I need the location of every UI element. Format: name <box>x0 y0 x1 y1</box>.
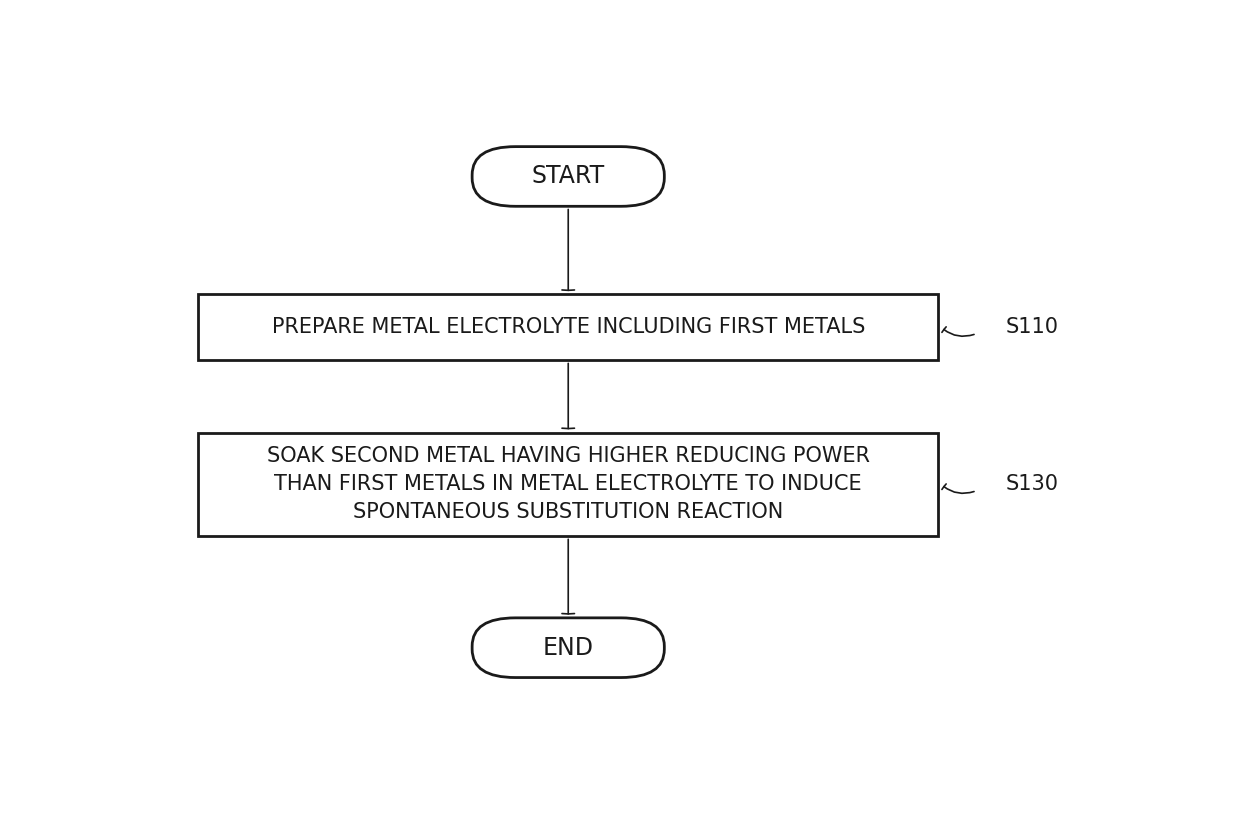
FancyBboxPatch shape <box>472 618 665 677</box>
Text: S110: S110 <box>1006 317 1059 337</box>
Text: SOAK SECOND METAL HAVING HIGHER REDUCING POWER
THAN FIRST METALS IN METAL ELECTR: SOAK SECOND METAL HAVING HIGHER REDUCING… <box>267 446 869 522</box>
FancyBboxPatch shape <box>198 432 939 536</box>
Text: START: START <box>532 165 605 188</box>
FancyBboxPatch shape <box>198 295 939 360</box>
Text: S130: S130 <box>1006 474 1059 494</box>
FancyBboxPatch shape <box>472 147 665 206</box>
Text: END: END <box>543 636 594 659</box>
Text: PREPARE METAL ELECTROLYTE INCLUDING FIRST METALS: PREPARE METAL ELECTROLYTE INCLUDING FIRS… <box>272 317 866 337</box>
